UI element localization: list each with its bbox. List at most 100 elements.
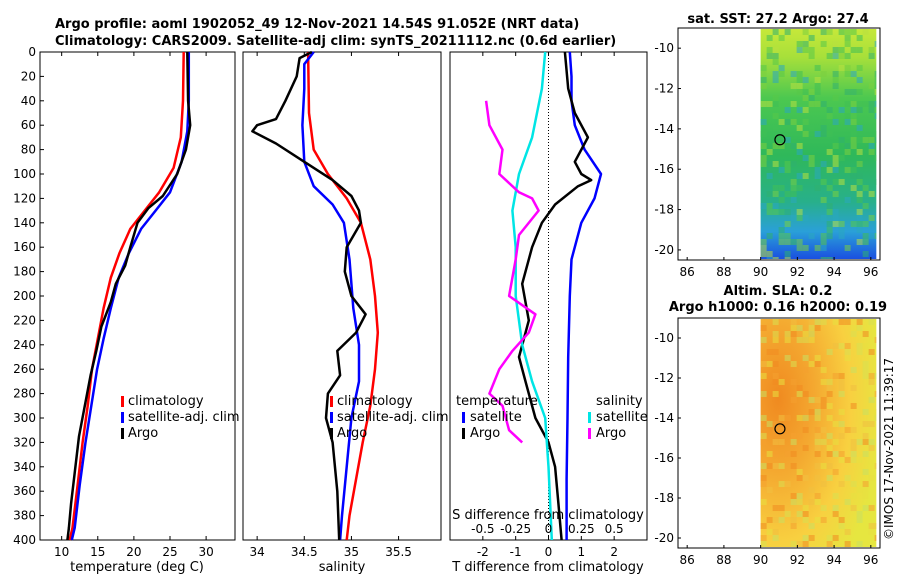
legend-sal-satellite-label: satellite bbox=[596, 410, 648, 425]
map-cell bbox=[760, 415, 767, 421]
map-cell bbox=[814, 493, 821, 499]
map-cell bbox=[868, 53, 875, 59]
map-cell bbox=[760, 325, 767, 331]
map-cell bbox=[850, 71, 857, 77]
map-cell bbox=[820, 505, 827, 511]
map-cell bbox=[820, 481, 827, 487]
map-cell bbox=[772, 439, 779, 445]
y-tick-label: 60 bbox=[21, 118, 36, 132]
map-cell bbox=[862, 439, 869, 445]
map-cell bbox=[796, 499, 803, 505]
map-cell bbox=[802, 475, 809, 481]
map-cell bbox=[790, 119, 797, 125]
map-cell bbox=[856, 179, 863, 185]
map-cell bbox=[874, 155, 877, 161]
map-cell bbox=[844, 143, 851, 149]
map-cell bbox=[862, 137, 869, 143]
map-cell bbox=[766, 517, 773, 523]
map-cell bbox=[862, 185, 869, 191]
map-cell bbox=[796, 415, 803, 421]
map-cell bbox=[814, 319, 821, 325]
map-cell bbox=[832, 47, 839, 53]
map-cell bbox=[790, 463, 797, 469]
map-cell bbox=[868, 397, 875, 403]
y-tick-label: 260 bbox=[13, 362, 36, 376]
map-cell bbox=[778, 233, 785, 239]
map-cell bbox=[838, 29, 845, 35]
map-cell bbox=[856, 47, 863, 53]
map-cell bbox=[778, 185, 785, 191]
map-cell bbox=[790, 179, 797, 185]
map-cell bbox=[772, 349, 779, 355]
map-cell bbox=[790, 161, 797, 167]
map-cell bbox=[862, 331, 869, 337]
x-tick-label: 34.5 bbox=[291, 545, 318, 559]
map-cell bbox=[808, 35, 815, 41]
series-line-satellite-adj-clim bbox=[301, 51, 361, 541]
map-cell bbox=[868, 445, 875, 451]
x-tick-label: 86 bbox=[680, 265, 695, 279]
map-cell bbox=[778, 167, 785, 173]
map-cell bbox=[874, 391, 877, 397]
map-cell bbox=[844, 65, 851, 71]
map-cell bbox=[856, 215, 863, 221]
map-cell bbox=[844, 113, 851, 119]
map-cell bbox=[826, 53, 833, 59]
map-cell bbox=[766, 451, 773, 457]
map-cell bbox=[826, 445, 833, 451]
map-cell bbox=[814, 397, 821, 403]
y-tick-label: -12 bbox=[654, 82, 674, 96]
map-cell bbox=[796, 185, 803, 191]
map-cell bbox=[766, 209, 773, 215]
map-cell bbox=[826, 227, 833, 233]
map-cell bbox=[796, 107, 803, 113]
map-cell bbox=[814, 439, 821, 445]
map-cell bbox=[772, 203, 779, 209]
map-cell bbox=[874, 535, 877, 541]
x-tick-label: 1 bbox=[578, 545, 586, 559]
map-cell bbox=[802, 155, 809, 161]
map-cell bbox=[772, 47, 779, 53]
map-cell bbox=[772, 535, 779, 541]
legend-argo-label: Argo bbox=[128, 426, 158, 441]
map-cell bbox=[808, 95, 815, 101]
y-tick-label: -20 bbox=[654, 243, 674, 257]
map-cell bbox=[814, 355, 821, 361]
y-tick-label: -18 bbox=[654, 491, 674, 505]
map-cell bbox=[790, 197, 797, 203]
legend-climatology-swatch bbox=[121, 396, 124, 407]
map-cell bbox=[790, 319, 797, 325]
map-cell bbox=[796, 245, 803, 251]
map-cell bbox=[778, 427, 785, 433]
sst-y-ticks: -10 -12 -14 -16 -18 -20 bbox=[654, 41, 681, 257]
x-tick-label: 90 bbox=[753, 553, 768, 567]
legend-sal-satellite-swatch bbox=[588, 412, 591, 423]
s-tick-label: 0.25 bbox=[568, 522, 595, 536]
map-cell bbox=[766, 529, 773, 535]
map-cell bbox=[874, 409, 877, 415]
map-cell bbox=[772, 505, 779, 511]
map-cell bbox=[868, 505, 875, 511]
map-cell bbox=[760, 463, 767, 469]
map-cell bbox=[760, 203, 767, 209]
map-cell bbox=[844, 29, 851, 35]
map-cell bbox=[766, 161, 773, 167]
map-cell bbox=[850, 403, 857, 409]
map-cell bbox=[808, 89, 815, 95]
y-tick-label: -14 bbox=[654, 122, 674, 136]
map-cell bbox=[856, 89, 863, 95]
map-cell bbox=[862, 29, 869, 35]
map-cell bbox=[868, 143, 875, 149]
legend-satellite-swatch bbox=[121, 412, 124, 423]
map-cell bbox=[832, 77, 839, 83]
map-cell bbox=[802, 511, 809, 517]
map-cell bbox=[784, 251, 791, 257]
map-cell bbox=[862, 343, 869, 349]
map-cell bbox=[820, 403, 827, 409]
temperature-axes-frame bbox=[39, 51, 236, 541]
map-cell bbox=[856, 511, 863, 517]
x-tick-label: 20 bbox=[126, 545, 141, 559]
x-tick-label: 90 bbox=[753, 265, 768, 279]
map-cell bbox=[808, 361, 815, 367]
map-cell bbox=[838, 409, 845, 415]
